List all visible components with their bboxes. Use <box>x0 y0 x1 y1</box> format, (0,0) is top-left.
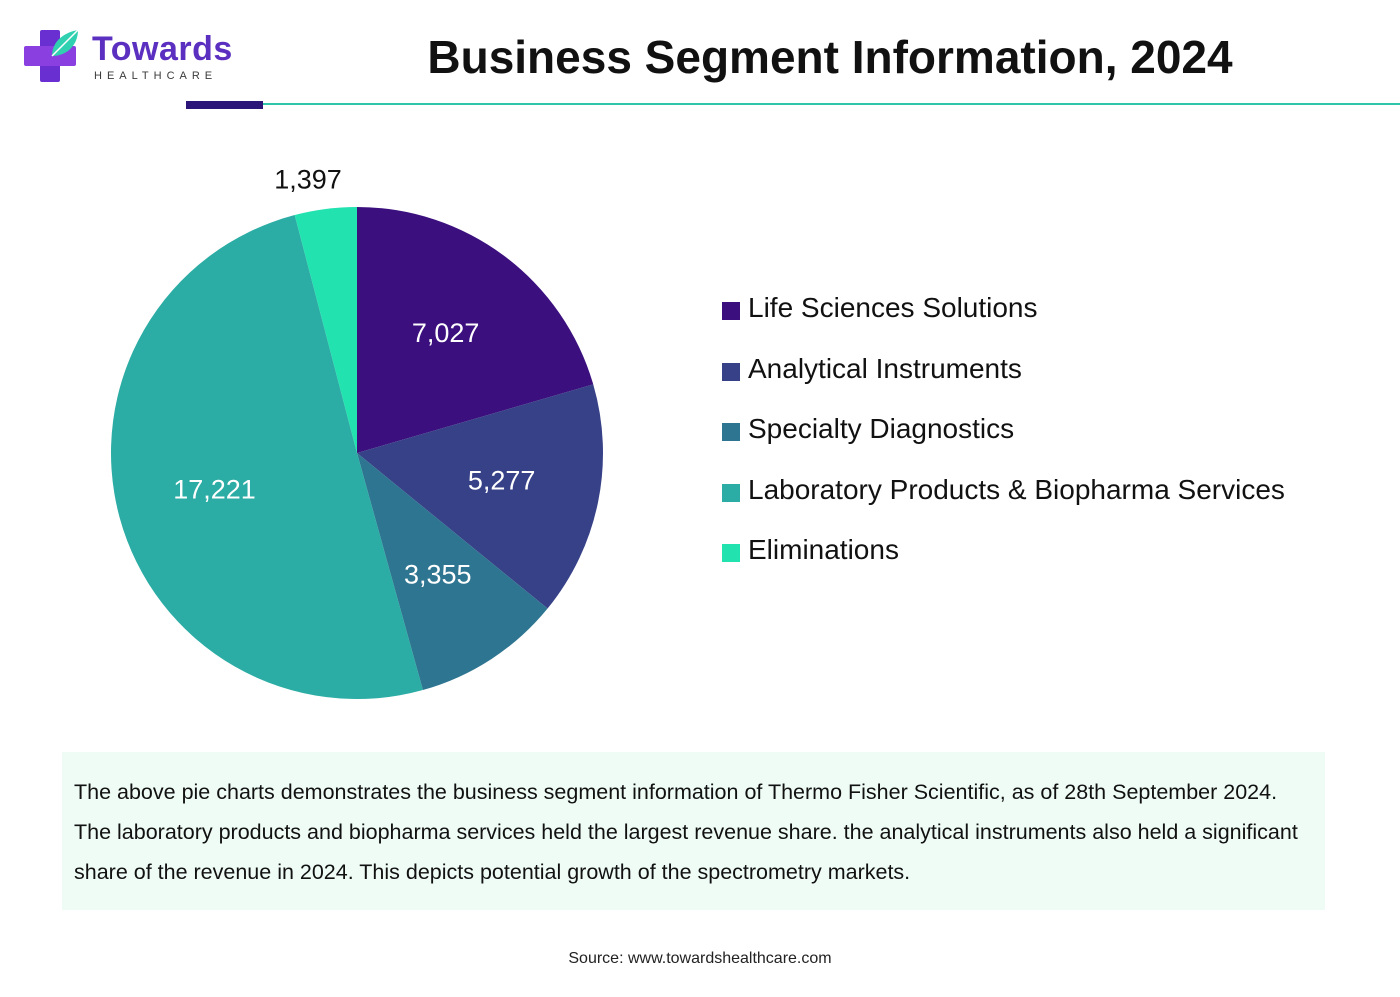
pie-slice <box>294 207 357 453</box>
pie-slice <box>110 215 423 700</box>
legend-swatch <box>722 544 740 562</box>
logo-brand-text: Towards <box>92 30 233 68</box>
legend-swatch <box>722 362 740 381</box>
legend-label: Eliminations <box>748 534 899 565</box>
pie-slice <box>357 453 548 691</box>
legend-label: Laboratory Products & Biopharma Services <box>748 473 1285 505</box>
pie-slice <box>357 207 594 453</box>
logo-cross-icon <box>24 29 79 82</box>
pie-data-label: 7,027 <box>412 318 480 348</box>
chart-description: The above pie charts demonstrates the bu… <box>62 752 1325 910</box>
pie-data-label: 1,397 <box>274 164 342 194</box>
pie-slice <box>357 384 603 609</box>
legend-swatch <box>722 302 740 320</box>
chart-title: Business Segment Information, 2024 <box>427 31 1233 83</box>
logo: Towards HEALTHCARE <box>22 26 242 90</box>
legend-swatch <box>722 423 740 441</box>
pie-data-label: 5,277 <box>468 466 536 496</box>
pie-data-label: 17,221 <box>173 475 256 505</box>
pie-chart: 7,027 5,277 3,355 17,221 1,397 <box>110 164 603 700</box>
legend-swatch <box>722 483 740 502</box>
header-divider-accent <box>186 101 263 109</box>
legend-label: Life Sciences Solutions <box>748 292 1038 323</box>
header-divider <box>186 103 1400 105</box>
legend-label: Specialty Diagnostics <box>748 413 1015 444</box>
source-note: Source: www.towardshealthcare.com <box>568 950 832 967</box>
legend-label: Analytical Instruments <box>748 352 1022 384</box>
pie-data-label: 3,355 <box>404 560 472 590</box>
logo-sub-text: HEALTHCARE <box>94 70 218 82</box>
